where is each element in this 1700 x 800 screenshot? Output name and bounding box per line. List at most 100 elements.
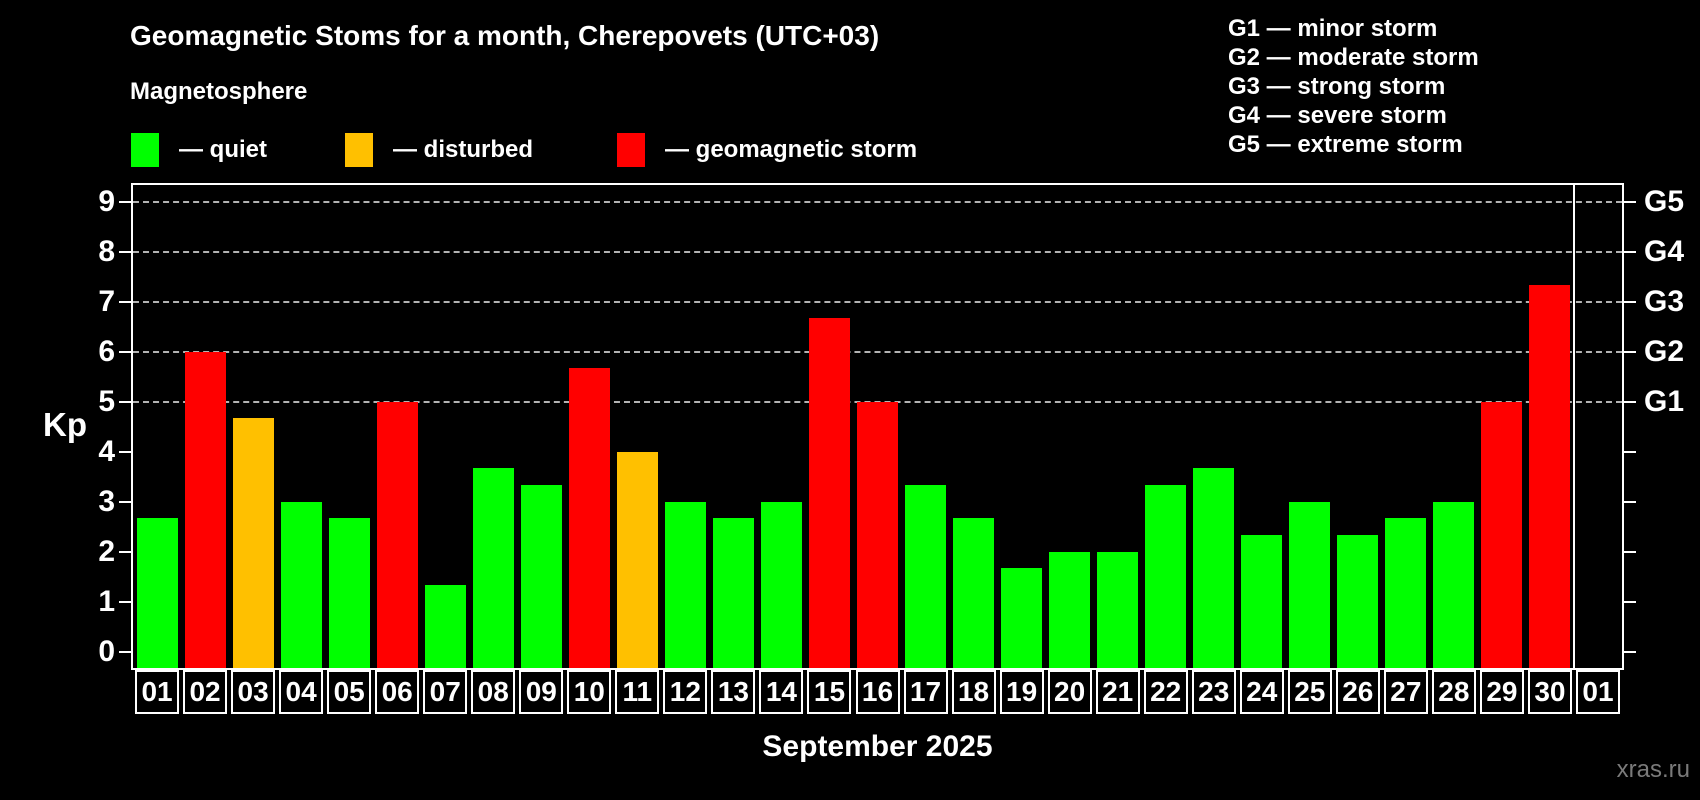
day-label-cell: 04 — [279, 670, 324, 714]
day-label-cell: 17 — [903, 670, 948, 714]
g-scale-line: G1 — minor storm — [1228, 15, 1438, 42]
day-label-cell: 22 — [1143, 670, 1188, 714]
day-label-cell: 21 — [1095, 670, 1140, 714]
left-tick-kp-4 — [119, 451, 131, 453]
day-label-cell: 10 — [567, 670, 612, 714]
day-label-cell: 16 — [855, 670, 900, 714]
day-label-cell: 11 — [615, 670, 660, 714]
kp-bar-day-03 — [232, 418, 274, 668]
month-divider-line — [1572, 185, 1575, 668]
y-tick-label-9: 9 — [98, 185, 115, 218]
g-scale-line: G4 — severe storm — [1228, 102, 1447, 129]
day-label-cell: 06 — [375, 670, 420, 714]
day-label-cell: 02 — [183, 670, 228, 714]
kp-bar-day-09 — [520, 485, 562, 668]
day-label-cell: 14 — [759, 670, 804, 714]
day-label-cell: 01 — [1575, 670, 1620, 714]
kp-bar-day-26 — [1337, 535, 1379, 668]
storm-label: — geomagnetic storm — [665, 136, 918, 163]
kp-bar-day-17 — [905, 485, 947, 668]
kp-bar-day-08 — [472, 468, 514, 668]
quiet-label: — quiet — [179, 136, 267, 163]
left-tick-kp-7 — [119, 301, 131, 303]
left-tick-kp-9 — [119, 201, 131, 203]
g-scale-line: G5 — extreme storm — [1228, 131, 1463, 158]
right-tick-kp-3 — [1624, 501, 1636, 503]
day-label-cell: 05 — [327, 670, 372, 714]
kp-bar-day-07 — [424, 585, 466, 668]
plot-area — [131, 183, 1624, 670]
left-tick-kp-2 — [119, 551, 131, 553]
gridline-kp-6 — [133, 351, 1622, 353]
y-tick-label-3: 3 — [98, 485, 115, 518]
disturbed-label: — disturbed — [393, 136, 534, 163]
day-label-cell: 26 — [1335, 670, 1380, 714]
kp-bar-day-23 — [1193, 468, 1235, 668]
y-tick-label-8: 8 — [98, 235, 115, 268]
kp-bar-day-11 — [616, 452, 658, 668]
left-tick-kp-8 — [119, 251, 131, 253]
kp-bar-day-28 — [1433, 502, 1475, 668]
y-tick-label-4: 4 — [98, 435, 115, 468]
g-scale-legend: G1 — minor storm G2 — moderate storm G3 — … — [1228, 14, 1479, 159]
kp-bar-day-25 — [1289, 502, 1331, 668]
kp-bar-day-19 — [1001, 568, 1043, 668]
right-tick-kp-4 — [1624, 451, 1636, 453]
y-tick-label-2: 2 — [98, 535, 115, 568]
day-label-cell: 23 — [1191, 670, 1236, 714]
day-label-cell: 30 — [1527, 670, 1572, 714]
y-tick-label-5: 5 — [98, 385, 115, 418]
x-axis-month-label: September 2025 — [762, 730, 993, 763]
magnetosphere-subtitle: Magnetosphere — [130, 78, 308, 105]
y-tick-label-6: 6 — [98, 335, 115, 368]
day-label-cell: 07 — [423, 670, 468, 714]
gridline-kp-8 — [133, 251, 1622, 253]
gridline-kp-9 — [133, 201, 1622, 203]
kp-bar-day-14 — [760, 502, 802, 668]
right-tick-kp-6 — [1624, 351, 1636, 353]
day-label-cell: 24 — [1239, 670, 1284, 714]
right-tick-kp-1 — [1624, 601, 1636, 603]
kp-bar-day-13 — [712, 518, 754, 668]
kp-bar-day-29 — [1481, 402, 1523, 668]
left-tick-kp-5 — [119, 401, 131, 403]
day-label-cell: 03 — [231, 670, 276, 714]
kp-bar-day-12 — [664, 502, 706, 668]
left-tick-kp-0 — [119, 651, 131, 653]
kp-bar-day-30 — [1529, 285, 1571, 668]
day-label-cell: 19 — [999, 670, 1044, 714]
day-label-cell: 18 — [951, 670, 996, 714]
right-tick-kp-9 — [1624, 201, 1636, 203]
kp-bar-day-06 — [376, 402, 418, 668]
right-tick-kp-2 — [1624, 551, 1636, 553]
right-tick-kp-5 — [1624, 401, 1636, 403]
g-scale-line: G3 — strong storm — [1228, 73, 1446, 100]
g-scale-line: G2 — moderate storm — [1228, 44, 1479, 71]
kp-bar-day-21 — [1097, 552, 1139, 668]
day-label-cell: 15 — [807, 670, 852, 714]
right-axis-label-G1: G1 — [1644, 385, 1685, 418]
y-tick-label-0: 0 — [98, 635, 115, 668]
day-label-cell: 08 — [471, 670, 516, 714]
gridline-kp-7 — [133, 301, 1622, 303]
kp-bar-day-05 — [328, 518, 370, 668]
left-tick-kp-3 — [119, 501, 131, 503]
day-label-cell: 28 — [1431, 670, 1476, 714]
day-label-cell: 13 — [711, 670, 756, 714]
y-axis-label: Kp — [43, 406, 87, 443]
right-axis-label-G3: G3 — [1644, 285, 1685, 318]
day-label-cell: 01 — [135, 670, 180, 714]
day-label-cell: 27 — [1383, 670, 1428, 714]
chart-title: Geomagnetic Stoms for a month, Cherepove… — [130, 20, 880, 51]
kp-bar-day-15 — [808, 318, 850, 668]
kp-bar-day-27 — [1385, 518, 1427, 668]
kp-bar-day-16 — [857, 402, 898, 668]
y-tick-label-7: 7 — [98, 285, 115, 318]
kp-bar-day-02 — [184, 352, 226, 668]
kp-bar-day-10 — [568, 368, 610, 668]
left-tick-kp-1 — [119, 601, 131, 603]
right-tick-kp-0 — [1624, 651, 1636, 653]
kp-bar-day-24 — [1241, 535, 1283, 668]
kp-bar-day-01 — [136, 518, 178, 668]
